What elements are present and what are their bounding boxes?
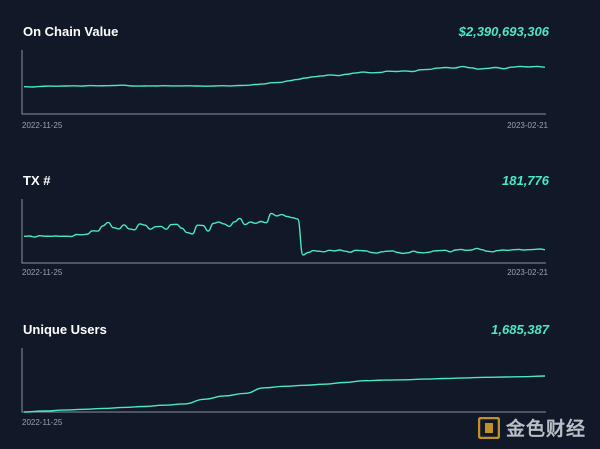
tx-count-start-date: 2022-11-25 bbox=[22, 268, 63, 277]
on-chain-value-start-date: 2022-11-25 bbox=[22, 121, 63, 130]
on-chain-value-title: On Chain Value bbox=[23, 24, 119, 39]
jinse-logo-icon bbox=[477, 416, 500, 439]
chart-axis bbox=[21, 199, 546, 264]
on-chain-value-amount: $2,390,693,306 bbox=[458, 24, 549, 39]
tx-count-panel: TX # 181,776 2022-11-25 2023-02-21 bbox=[0, 173, 600, 283]
on-chain-value-end-date: 2023-02-21 bbox=[507, 121, 548, 130]
unique-users-title: Unique Users bbox=[23, 322, 107, 337]
unique-users-chart bbox=[21, 348, 546, 413]
tx-count-chart bbox=[21, 199, 546, 264]
unique-users-amount: 1,685,387 bbox=[491, 322, 549, 337]
watermark: 金色财经 bbox=[477, 414, 586, 441]
series-line bbox=[23, 212, 546, 256]
watermark-text: 金色财经 bbox=[505, 419, 586, 440]
tx-count-amount: 181,776 bbox=[502, 173, 549, 188]
series-line bbox=[23, 65, 546, 88]
unique-users-start-date: 2022-11-25 bbox=[22, 418, 63, 427]
unique-users-panel: Unique Users 1,685,387 2022-11-25 bbox=[0, 322, 600, 432]
series-line bbox=[23, 375, 546, 413]
on-chain-value-chart bbox=[21, 50, 546, 115]
chart-axis bbox=[21, 348, 546, 413]
on-chain-value-panel: On Chain Value $2,390,693,306 2022-11-25… bbox=[0, 24, 600, 134]
tx-count-title: TX # bbox=[23, 173, 51, 188]
chart-axis bbox=[21, 50, 546, 115]
tx-count-end-date: 2023-02-21 bbox=[507, 268, 548, 277]
